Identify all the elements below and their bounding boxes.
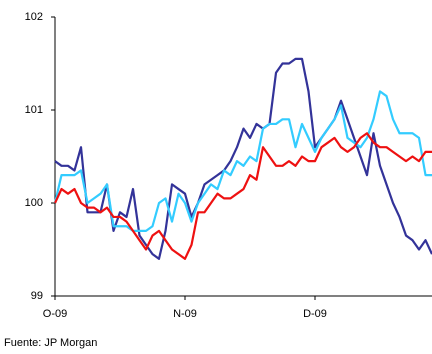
- source-note: Fuente: JP Morgan: [4, 337, 97, 349]
- x-tick-label: O-09: [43, 308, 67, 320]
- series-line: [54, 132, 432, 260]
- series-line: [54, 57, 432, 260]
- y-tick-label: 102: [25, 11, 43, 23]
- y-tick-label: 100: [25, 197, 43, 209]
- y-tick-label: 99: [31, 290, 43, 302]
- y-tick-label: 101: [25, 104, 43, 116]
- x-tick-label: N-09: [173, 308, 197, 320]
- x-tick-label: D-09: [303, 308, 327, 320]
- series-line: [53, 90, 432, 232]
